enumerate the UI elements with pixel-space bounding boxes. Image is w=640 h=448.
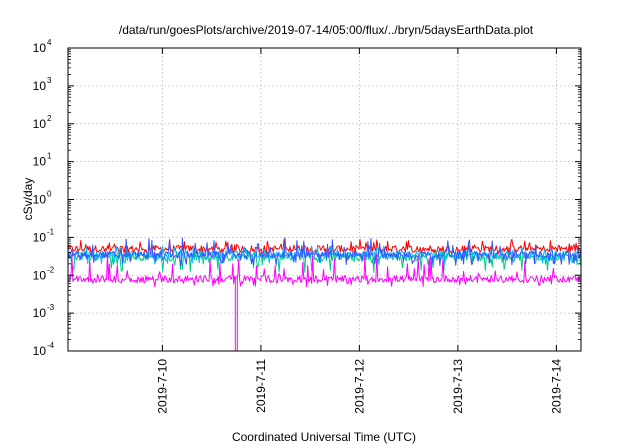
y-tick-exponent: 2: [47, 114, 52, 123]
y-tick-exponent: -3: [47, 303, 55, 312]
y-tick-exponent: -2: [47, 265, 55, 274]
x-axis-label: Coordinated Universal Time (UTC): [232, 430, 416, 444]
grid: [68, 48, 581, 351]
series-lines: [67, 237, 582, 352]
x-tick-label: 2019-7-11: [254, 359, 268, 413]
x-tick-label: 2019-7-10: [155, 359, 169, 414]
y-tick-exponent: 0: [47, 190, 52, 199]
y-tick-label: 10: [33, 193, 47, 207]
y-tick-label: 10: [33, 117, 47, 131]
series-line: [67, 237, 582, 266]
y-tick-exponent: -4: [47, 341, 55, 350]
series-line: [67, 238, 582, 255]
y-tick-exponent: 4: [47, 38, 52, 47]
y-tick-exponent: -1: [47, 227, 55, 236]
y-tick-exponent: 1: [47, 152, 52, 161]
y-axis-label: cSv/day: [21, 178, 35, 221]
y-tick-label: 10: [33, 155, 47, 169]
y-tick-label: 10: [33, 230, 47, 244]
y-tick-label: 10: [33, 41, 47, 55]
x-tick-label: 2019-7-13: [451, 359, 465, 414]
y-tick-label: 10: [33, 344, 47, 358]
y-tick-label: 10: [33, 306, 47, 320]
x-tick-label: 2019-7-14: [549, 359, 563, 414]
x-tick-label: 2019-7-12: [352, 359, 366, 414]
chart-title: /data/run/goesPlots/archive/2019-07-14/0…: [119, 23, 534, 37]
y-tick-label: 10: [33, 268, 47, 282]
y-tick-label: 10: [33, 79, 47, 93]
y-tick-exponent: 3: [47, 76, 52, 85]
series-line: [67, 252, 582, 352]
